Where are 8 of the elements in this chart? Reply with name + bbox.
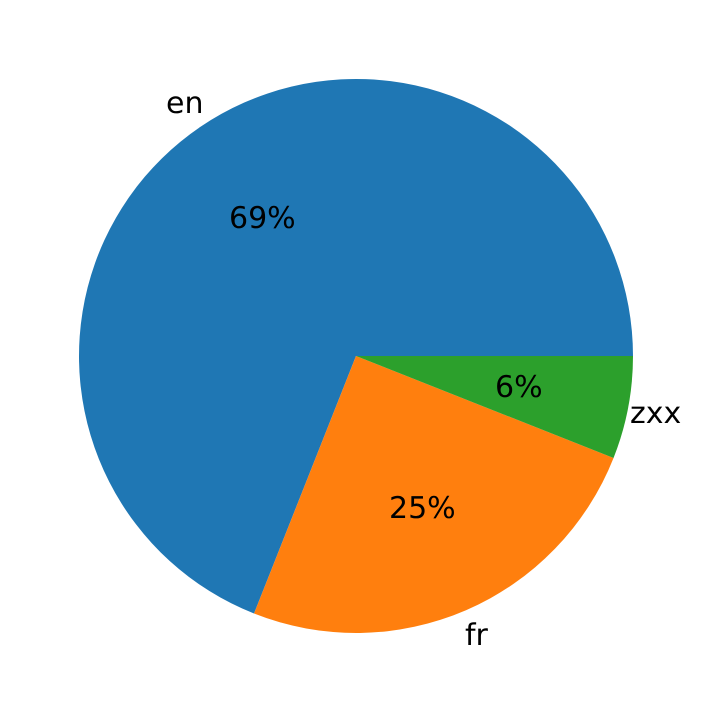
pie-slice xyxy=(356,356,633,458)
slice-label: zxx xyxy=(630,396,682,431)
data-label: 25% xyxy=(389,491,456,526)
slice-label: fr xyxy=(465,618,489,653)
data-label: 69% xyxy=(229,201,296,236)
pie-slice xyxy=(79,79,633,614)
slice-label: en xyxy=(166,86,204,121)
data-label: 6% xyxy=(495,370,543,405)
